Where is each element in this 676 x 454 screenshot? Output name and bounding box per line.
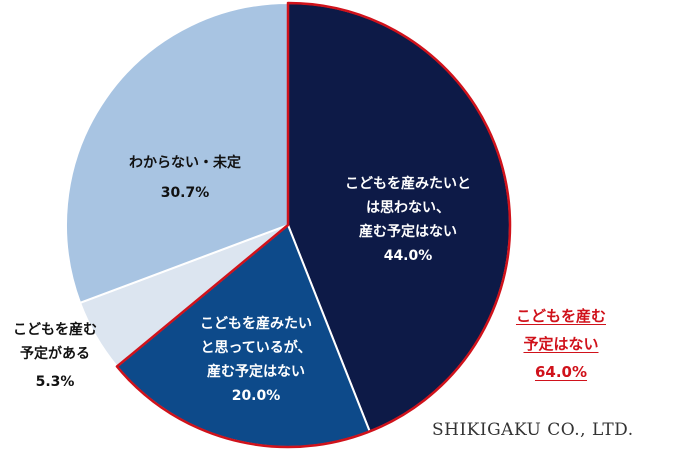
slice-value: 44.0% [383,248,433,264]
slice-label-line: こどもを産みたいと [345,176,471,192]
highlight-outline [115,1,512,449]
callout-line: こどもを産む [515,307,606,325]
slice-value: 20.0% [231,388,281,404]
slice-label-line: 予定がある [20,346,90,362]
slice-value: 30.7% [160,185,210,201]
slice-label-want-but-no-plan: こどもを産みたい と思っているが、 産む予定はない 20.0% [176,312,336,408]
callout-line: 予定はない [523,335,599,353]
slice-value: 5.3% [35,374,75,390]
slice-label-line: 産む予定はない [207,364,305,380]
slice-label-not-want: こどもを産みたいと は思わない、 産む予定はない 44.0% [308,172,508,268]
slice-label-line: は思わない、 [366,200,450,216]
highlight-callout: こどもを産む 予定はない 64.0% [486,302,636,386]
slice-undecided [65,1,289,305]
slice-label-line: と思っているが、 [200,340,312,356]
callout-value: 64.0% [534,363,588,381]
slice-label-undecided: わからない・未定 30.7% [110,148,260,208]
slice-label-line: こどもを産みたい [200,316,312,332]
slice-label-plan: こどもを産む 予定がある 5.3% [0,318,110,394]
slice-label-line: わからない・未定 [129,155,241,171]
slice-label-line: こどもを産む [13,322,97,338]
company-logo-text: SHIKIGAKU CO., LTD. [432,420,634,440]
slice-label-line: 産む予定はない [359,224,457,240]
